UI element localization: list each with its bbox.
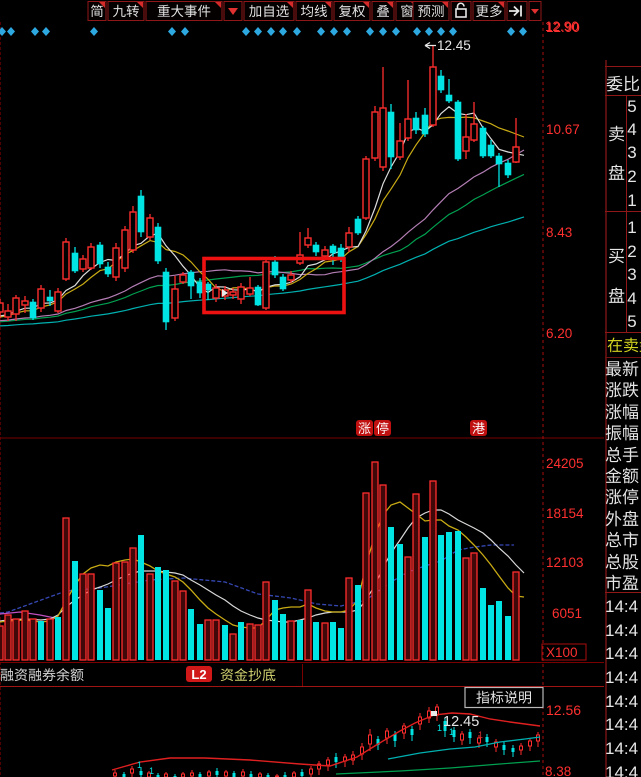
svg-text:3: 3 bbox=[627, 143, 636, 162]
svg-text:4: 4 bbox=[627, 289, 636, 308]
svg-text:L2: L2 bbox=[191, 667, 206, 682]
svg-text:18154: 18154 bbox=[546, 506, 584, 521]
svg-text:2: 2 bbox=[627, 242, 636, 261]
svg-text:4: 4 bbox=[627, 120, 636, 139]
svg-text:14:4: 14:4 bbox=[605, 739, 638, 758]
svg-text:14:4: 14:4 bbox=[605, 692, 638, 711]
svg-text:14:4: 14:4 bbox=[605, 715, 638, 734]
svg-text:14:4: 14:4 bbox=[605, 597, 638, 616]
svg-text:1: 1 bbox=[137, 760, 142, 770]
svg-text:8.38: 8.38 bbox=[545, 764, 571, 777]
svg-text:24205: 24205 bbox=[546, 456, 584, 471]
svg-text:1: 1 bbox=[149, 766, 154, 776]
svg-text:14:4: 14:4 bbox=[605, 668, 638, 687]
svg-text:12.45: 12.45 bbox=[437, 38, 471, 53]
svg-text:12.90: 12.90 bbox=[545, 19, 579, 34]
svg-text:14:4: 14:4 bbox=[605, 621, 638, 640]
svg-text:12.56: 12.56 bbox=[546, 702, 581, 718]
svg-text:1: 1 bbox=[478, 730, 483, 740]
svg-text:12.45: 12.45 bbox=[443, 714, 479, 730]
svg-text:12103: 12103 bbox=[546, 555, 584, 570]
svg-text:14:4: 14:4 bbox=[605, 763, 638, 777]
svg-text:6051: 6051 bbox=[552, 606, 582, 621]
svg-text:5: 5 bbox=[627, 312, 636, 331]
svg-text:1: 1 bbox=[627, 218, 636, 237]
svg-text:5: 5 bbox=[627, 97, 636, 116]
svg-text:X100: X100 bbox=[546, 645, 578, 660]
svg-text:6.20: 6.20 bbox=[546, 326, 572, 341]
svg-text:12.90: 12.90 bbox=[546, 20, 580, 35]
svg-text:10.67: 10.67 bbox=[546, 122, 580, 137]
svg-text:14:4: 14:4 bbox=[605, 644, 638, 663]
svg-text:8.43: 8.43 bbox=[546, 225, 572, 240]
svg-text:1: 1 bbox=[449, 727, 454, 737]
svg-text:1: 1 bbox=[627, 191, 636, 210]
svg-text:2: 2 bbox=[627, 167, 636, 186]
svg-text:1: 1 bbox=[437, 723, 442, 733]
svg-text:3: 3 bbox=[627, 265, 636, 284]
